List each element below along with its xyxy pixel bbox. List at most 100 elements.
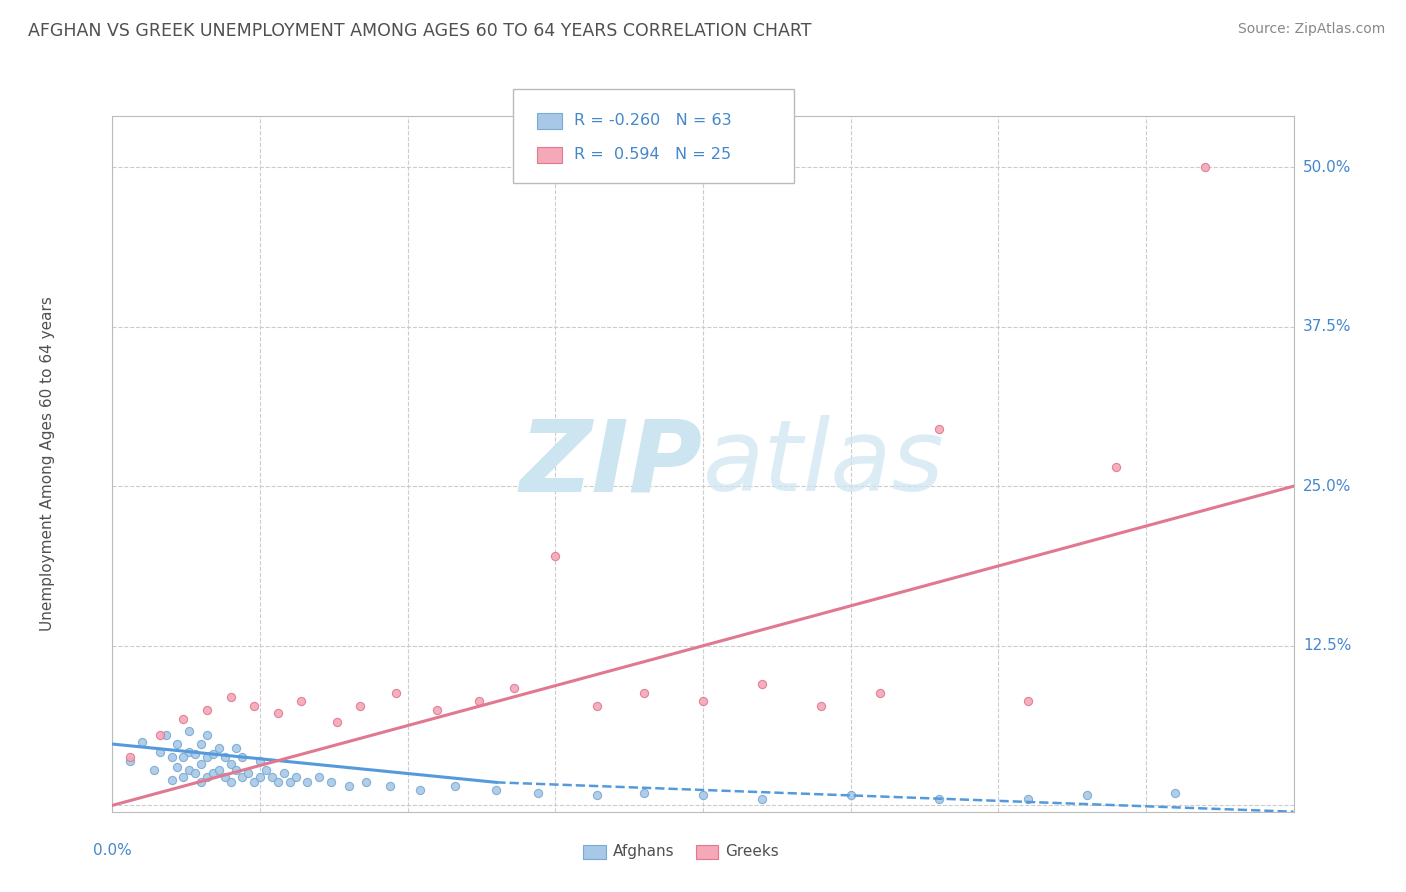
Text: 12.5%: 12.5% bbox=[1303, 639, 1351, 653]
Point bbox=[928, 792, 950, 806]
Point bbox=[195, 728, 218, 742]
Point bbox=[149, 745, 172, 759]
Text: AFGHAN VS GREEK UNEMPLOYMENT AMONG AGES 60 TO 64 YEARS CORRELATION CHART: AFGHAN VS GREEK UNEMPLOYMENT AMONG AGES … bbox=[28, 22, 811, 40]
Point bbox=[839, 788, 862, 802]
Point bbox=[249, 754, 271, 768]
Point bbox=[219, 690, 242, 704]
Point bbox=[214, 770, 236, 784]
Point bbox=[195, 749, 218, 764]
Text: atlas: atlas bbox=[703, 416, 945, 512]
Point bbox=[225, 763, 247, 777]
Point bbox=[166, 737, 188, 751]
Text: R = -0.260   N = 63: R = -0.260 N = 63 bbox=[574, 113, 731, 128]
Point bbox=[426, 703, 449, 717]
Point bbox=[160, 772, 183, 787]
Point bbox=[385, 686, 408, 700]
Point bbox=[692, 693, 714, 707]
Point bbox=[201, 747, 224, 762]
Point bbox=[195, 770, 218, 784]
Point bbox=[869, 686, 891, 700]
Point bbox=[692, 788, 714, 802]
Point bbox=[155, 728, 177, 742]
Point bbox=[231, 770, 253, 784]
Point bbox=[378, 779, 401, 793]
Point bbox=[308, 770, 330, 784]
Point bbox=[585, 698, 607, 713]
Point bbox=[243, 698, 266, 713]
Point bbox=[219, 757, 242, 772]
Point bbox=[184, 747, 207, 762]
Point bbox=[179, 763, 201, 777]
Point bbox=[356, 775, 378, 789]
Text: Source: ZipAtlas.com: Source: ZipAtlas.com bbox=[1237, 22, 1385, 37]
Point bbox=[349, 698, 371, 713]
Point bbox=[633, 686, 655, 700]
Text: Afghans: Afghans bbox=[613, 845, 675, 859]
Point bbox=[190, 737, 212, 751]
Point bbox=[1194, 160, 1216, 174]
Text: Unemployment Among Ages 60 to 64 years: Unemployment Among Ages 60 to 64 years bbox=[39, 296, 55, 632]
Point bbox=[273, 766, 295, 780]
Point bbox=[201, 766, 224, 780]
Point bbox=[243, 775, 266, 789]
Text: 50.0%: 50.0% bbox=[1303, 160, 1351, 175]
Point bbox=[166, 760, 188, 774]
Point bbox=[928, 422, 950, 436]
Point bbox=[297, 775, 319, 789]
Point bbox=[633, 786, 655, 800]
Point bbox=[195, 703, 218, 717]
Point bbox=[503, 681, 526, 695]
Point bbox=[120, 749, 142, 764]
Point bbox=[190, 775, 212, 789]
Point bbox=[284, 770, 307, 784]
Point bbox=[184, 766, 207, 780]
Point bbox=[526, 786, 548, 800]
Point bbox=[467, 693, 489, 707]
Point bbox=[219, 775, 242, 789]
Point bbox=[160, 749, 183, 764]
Point bbox=[172, 770, 194, 784]
Text: R =  0.594   N = 25: R = 0.594 N = 25 bbox=[574, 147, 731, 162]
Point bbox=[1076, 788, 1098, 802]
Point bbox=[149, 728, 172, 742]
Text: Greeks: Greeks bbox=[725, 845, 779, 859]
Point bbox=[190, 757, 212, 772]
Point bbox=[337, 779, 360, 793]
Text: 25.0%: 25.0% bbox=[1303, 479, 1351, 493]
Point bbox=[751, 677, 773, 691]
Point bbox=[408, 783, 430, 797]
Point bbox=[214, 749, 236, 764]
Point bbox=[254, 763, 277, 777]
Point bbox=[326, 715, 349, 730]
Point bbox=[179, 745, 201, 759]
Text: 0.0%: 0.0% bbox=[93, 843, 132, 858]
Point bbox=[208, 740, 231, 755]
Point bbox=[225, 740, 247, 755]
Point bbox=[120, 754, 142, 768]
Point bbox=[1105, 460, 1128, 475]
Point bbox=[179, 724, 201, 739]
Point bbox=[172, 749, 194, 764]
Point bbox=[290, 693, 312, 707]
Point bbox=[544, 549, 567, 564]
Point bbox=[1017, 693, 1039, 707]
Point bbox=[1164, 786, 1187, 800]
Point bbox=[444, 779, 467, 793]
Point bbox=[278, 775, 301, 789]
Point bbox=[319, 775, 342, 789]
Point bbox=[1017, 792, 1039, 806]
Point bbox=[585, 788, 607, 802]
Point bbox=[238, 766, 260, 780]
Point bbox=[142, 763, 165, 777]
Point bbox=[810, 698, 832, 713]
Point bbox=[131, 734, 153, 748]
Point bbox=[267, 775, 290, 789]
Point bbox=[260, 770, 283, 784]
Point bbox=[172, 712, 194, 726]
Point bbox=[267, 706, 290, 721]
Point bbox=[208, 763, 231, 777]
Text: 37.5%: 37.5% bbox=[1303, 319, 1351, 334]
Point bbox=[485, 783, 508, 797]
Point bbox=[231, 749, 253, 764]
Text: ZIP: ZIP bbox=[520, 416, 703, 512]
